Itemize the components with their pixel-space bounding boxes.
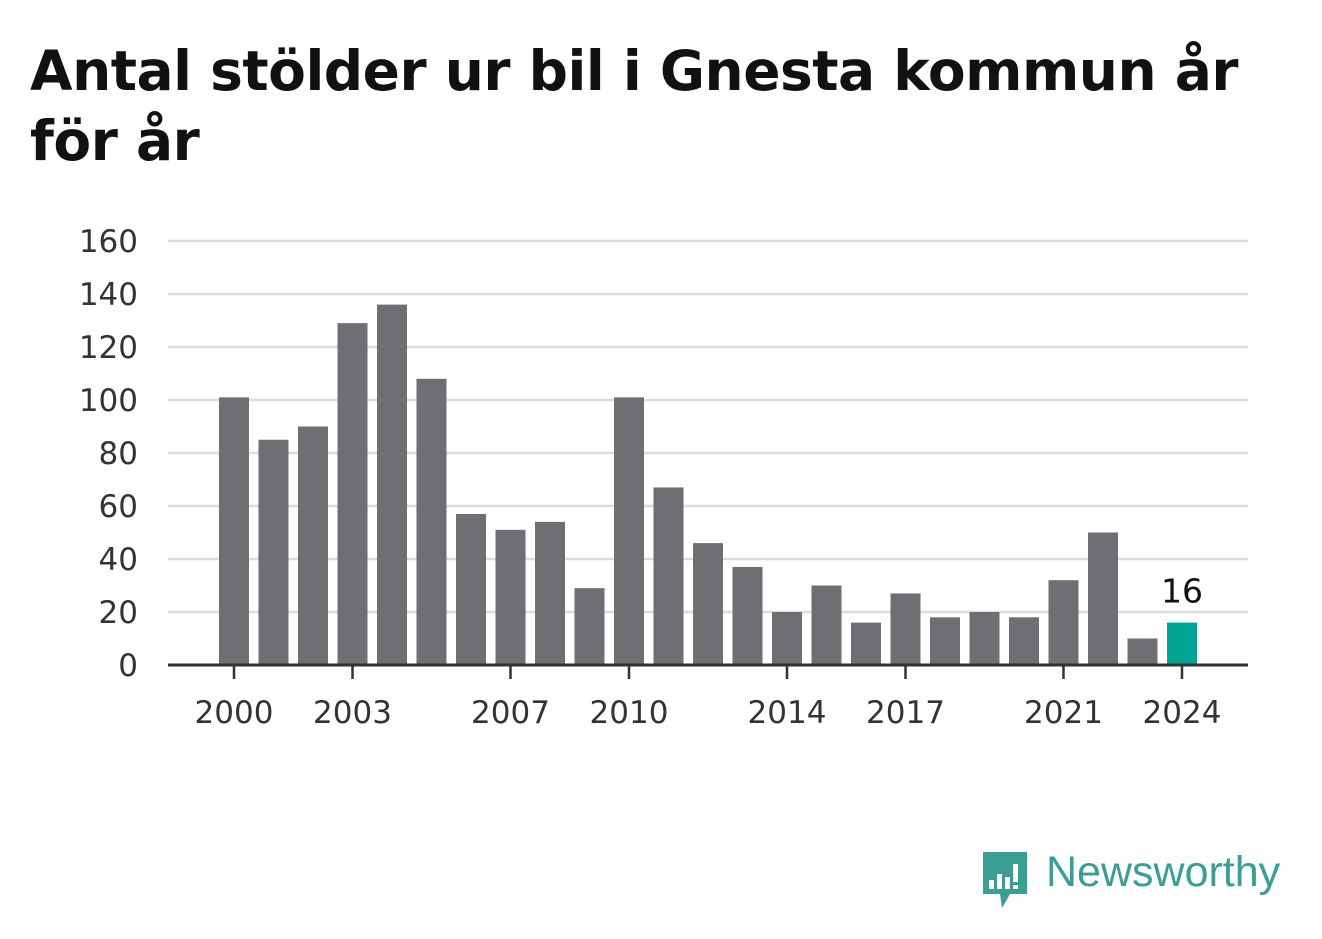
bar xyxy=(1088,532,1118,665)
x-tick-label: 2017 xyxy=(866,695,945,731)
bar xyxy=(1009,617,1039,665)
bar xyxy=(495,529,526,665)
chart-title: Antal stölder ur bil i Gnesta kommun år … xyxy=(30,39,1238,173)
x-tick-label: 2014 xyxy=(748,695,827,731)
bar xyxy=(456,513,486,665)
y-tick-label: 160 xyxy=(79,224,138,260)
x-tick-label: 2024 xyxy=(1143,695,1222,731)
y-tick-label: 100 xyxy=(79,383,138,419)
y-tick-label: 120 xyxy=(79,330,138,366)
bar xyxy=(811,585,842,665)
x-tick-label: 2003 xyxy=(313,695,392,731)
bars xyxy=(219,304,1197,665)
data-label-highlight: 16 xyxy=(1161,572,1203,611)
y-tick-label: 20 xyxy=(99,595,138,631)
bar xyxy=(1127,638,1158,665)
brand-name: Newsworthy xyxy=(1046,848,1281,896)
x-tick-label: 2007 xyxy=(471,695,550,731)
bar xyxy=(851,622,881,665)
bar xyxy=(772,612,802,665)
bar xyxy=(732,566,763,665)
newsworthy-logo-icon xyxy=(983,852,1027,908)
bar xyxy=(890,593,921,665)
bar xyxy=(653,487,684,665)
bar xyxy=(614,397,644,665)
bar xyxy=(969,612,1000,665)
bar xyxy=(258,439,289,665)
y-tick-label: 60 xyxy=(99,489,138,525)
bar xyxy=(1048,580,1079,665)
bar xyxy=(337,323,368,665)
x-tick-label: 2010 xyxy=(590,695,669,731)
y-tick-label: 40 xyxy=(99,542,138,578)
y-tick-label: 0 xyxy=(118,648,138,684)
bar xyxy=(930,617,960,665)
data-labels: 16 xyxy=(1161,572,1203,611)
x-tick-label: 2021 xyxy=(1024,695,1103,731)
bar xyxy=(574,588,605,665)
bar xyxy=(535,521,565,665)
y-tick-label: 80 xyxy=(99,436,138,472)
bar xyxy=(693,543,723,665)
x-tick-label: 2000 xyxy=(195,695,274,731)
newsworthy-logo: Newsworthy xyxy=(980,848,1281,910)
bar xyxy=(298,426,328,665)
bar xyxy=(377,304,407,665)
bar xyxy=(416,378,447,665)
x-axis-ticks: 2000 2003 2007 2010 2014 2017 2021 2024 xyxy=(195,665,1222,731)
bar-highlight xyxy=(1167,622,1197,665)
bar xyxy=(219,397,249,665)
y-tick-label: 140 xyxy=(79,277,138,313)
y-axis-tick-labels: 0 20 40 60 80 100 120 140 160 xyxy=(79,224,138,684)
